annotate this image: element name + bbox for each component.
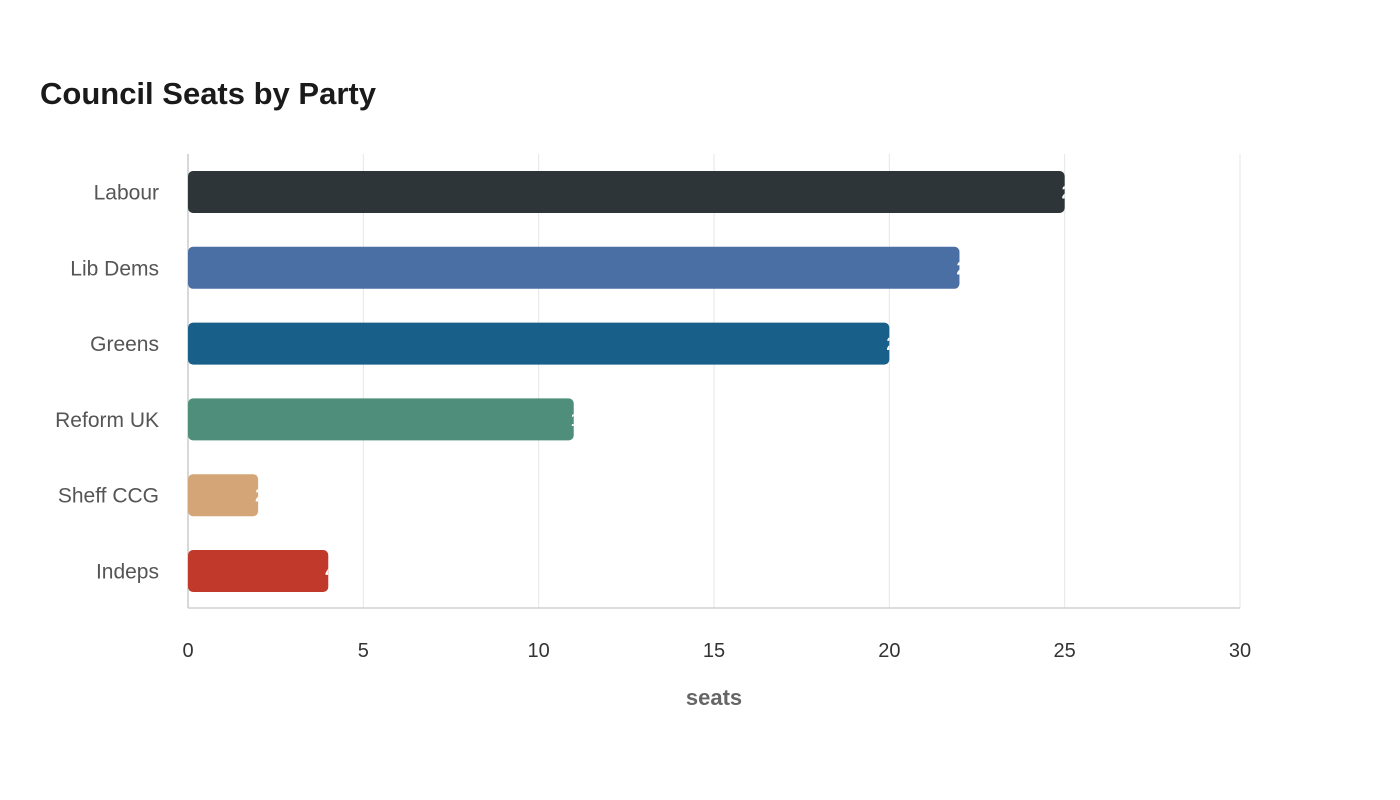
x-tick-label: 25 <box>1054 640 1076 662</box>
bars: 25 22 20 11 2 4 <box>188 171 1082 592</box>
bar-value-label: 25 <box>1062 183 1082 203</box>
bar-value-label: 2 <box>255 486 265 506</box>
x-tick-label: 5 <box>358 640 369 662</box>
category-label: Greens <box>90 333 159 356</box>
chart-title: Council Seats by Party <box>40 76 376 111</box>
bar-value-label: 20 <box>886 334 906 354</box>
category-label: Lib Dems <box>70 257 159 280</box>
category-label: Sheff CCG <box>58 485 159 508</box>
x-axis-title: seats <box>686 685 742 710</box>
x-tick-label: 10 <box>528 640 550 662</box>
bar-value-label: 22 <box>956 258 976 278</box>
x-tick-label: 15 <box>703 640 725 662</box>
bar-greens <box>188 322 890 365</box>
category-label: Indeps <box>96 561 159 584</box>
category-label: Labour <box>94 182 159 205</box>
x-tick-label: 0 <box>182 640 193 662</box>
category-label: Reform UK <box>55 409 159 432</box>
x-tick-label: 20 <box>878 640 900 662</box>
bar-value-label: 11 <box>571 410 590 430</box>
x-tick-label: 30 <box>1229 640 1251 662</box>
category-labels: Labour Lib Dems Greens Reform UK Sheff CCG In… <box>55 182 159 584</box>
x-tick-labels: 0 5 10 15 20 25 30 <box>182 640 1251 662</box>
bar-value-label: 4 <box>325 562 335 582</box>
bar-labour <box>188 171 1065 213</box>
bar-indeps <box>188 550 329 592</box>
bar-sheff-ccg <box>188 474 259 517</box>
bar-reform-uk <box>188 398 574 441</box>
bar-lib-dems <box>188 246 960 289</box>
grid-lines <box>362 154 1241 608</box>
